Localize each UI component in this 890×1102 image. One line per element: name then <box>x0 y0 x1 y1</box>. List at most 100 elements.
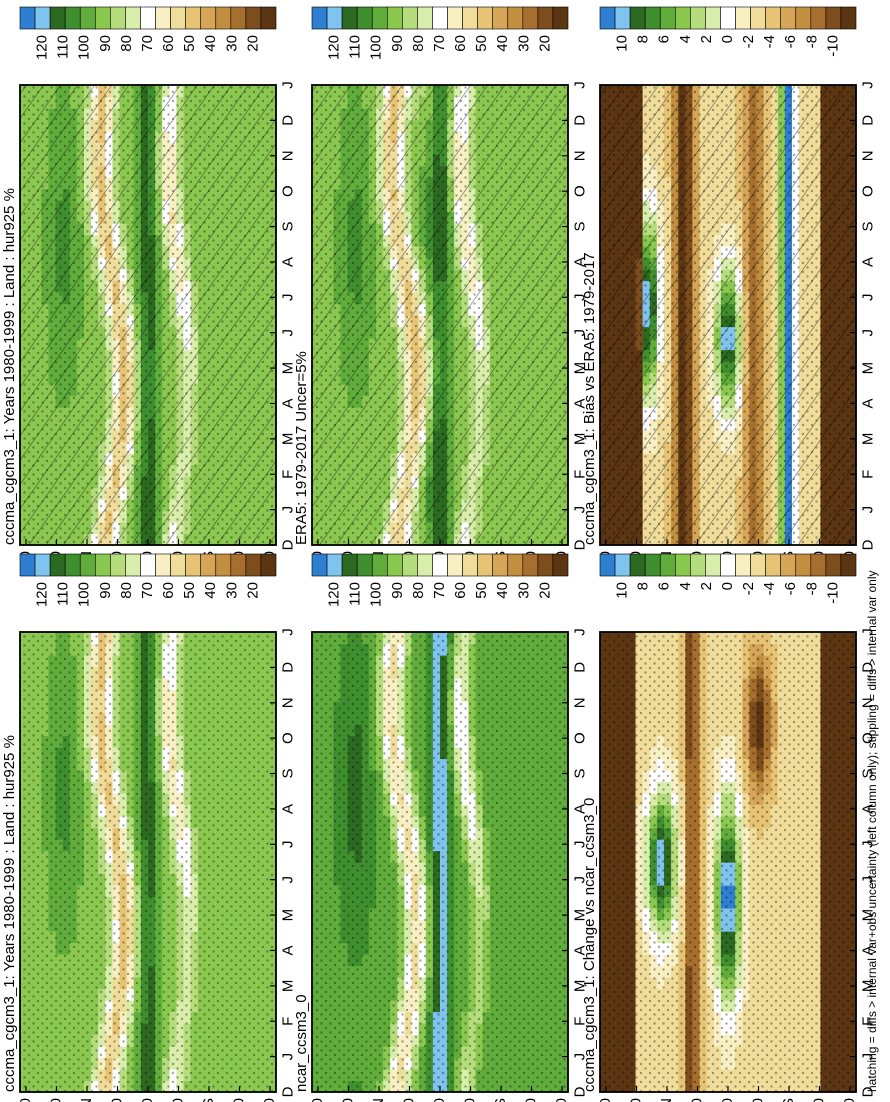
colorbar-label: 90 <box>389 35 406 52</box>
colorbar-label: 80 <box>410 35 427 52</box>
colorbar-swatch <box>200 553 217 577</box>
month-label: D <box>279 662 296 673</box>
colorbar-swatch <box>19 6 36 30</box>
colorbar-swatch <box>356 6 373 30</box>
colorbar-label: 50 <box>181 582 198 599</box>
month-label: A <box>279 257 296 267</box>
colorbar-swatch <box>185 553 202 577</box>
colorbar-swatch <box>64 553 81 577</box>
colorbar-swatch <box>170 6 186 30</box>
month-label: J <box>279 506 296 513</box>
colorbar-swatch <box>417 6 433 30</box>
figure-footnote: hatching = diffs > internal var+obs unce… <box>865 570 879 1092</box>
colorbar-swatch <box>245 6 262 30</box>
colorbar-swatch <box>552 6 569 30</box>
colorbar-label: 60 <box>160 35 177 52</box>
month-label: M <box>279 433 296 446</box>
colorbar-label: 110 <box>347 35 364 59</box>
lat-label: °N <box>78 1098 95 1102</box>
month-label: O <box>279 185 296 197</box>
colorbar-label: 110 <box>55 582 72 606</box>
colorbar: 120 110 100 90 80 70 60 50 40 30 20 <box>19 6 277 60</box>
colorbar: 120 110 100 90 80 70 60 50 40 30 20 <box>19 553 277 607</box>
colorbar-swatch <box>185 6 202 30</box>
colorbar-swatch <box>245 553 262 577</box>
colorbar-swatch <box>260 553 277 577</box>
month-label: A <box>279 398 296 408</box>
month-label: O <box>279 732 296 744</box>
lat-label: 20 <box>108 1098 125 1102</box>
month-label: N <box>279 150 296 161</box>
colorbar-swatch <box>537 6 554 30</box>
hatching-overlay <box>312 85 568 545</box>
colorbar-label: 20 <box>244 582 261 599</box>
colorbar-swatch <box>215 553 232 577</box>
hatching-overlay <box>20 85 276 545</box>
colorbar-label: 40 <box>202 35 219 52</box>
colorbar-label: 20 <box>536 35 553 52</box>
month-label: J <box>279 329 296 337</box>
colorbar-label: 110 <box>55 35 72 59</box>
month-label: N <box>279 697 296 708</box>
month-label: S <box>279 222 296 232</box>
colorbar-label: 40 <box>202 582 219 599</box>
colorbar-label: 40 <box>494 35 511 52</box>
colorbar-label: 100 <box>368 35 385 60</box>
colorbar-label: 60 <box>160 582 177 599</box>
colorbar-label: 120 <box>34 35 51 60</box>
colorbar-swatch <box>447 6 463 30</box>
month-label: N <box>571 150 588 161</box>
panel-title: cccma_cgcm3_1: Years 1980-1999 : Land : … <box>1 735 18 1092</box>
colorbar-swatch <box>34 6 51 30</box>
panel-middle-right: DJFMAMJJASONDJ8060°N20020°S6080ncar_ccsm… <box>293 553 588 1102</box>
month-label: J <box>279 841 296 849</box>
month-label: M <box>279 980 296 993</box>
month-label: M <box>279 362 296 375</box>
colorbar-label: 70 <box>139 35 156 52</box>
colorbar-label: 20 <box>244 35 261 52</box>
month-label: J <box>571 81 588 89</box>
colorbar-swatch <box>110 6 126 30</box>
panel-title: ERA5: 1979-2017 Uncer=5% <box>293 351 310 545</box>
colorbar-label: 50 <box>181 35 198 52</box>
colorbar-label: 90 <box>97 35 114 52</box>
colorbar-swatch <box>34 553 51 577</box>
lat-label: 80 <box>17 1098 34 1102</box>
lat-label: 60 <box>230 1098 247 1102</box>
colorbar-label: 30 <box>223 582 240 599</box>
colorbar-swatch <box>94 6 111 30</box>
colorbar-label: 80 <box>118 35 135 52</box>
colorbar-label: 30 <box>515 35 532 52</box>
colorbar-swatch <box>110 553 126 577</box>
lat-label: 20 <box>169 1098 186 1102</box>
colorbar-label: 60 <box>452 35 469 52</box>
colorbar-swatch <box>462 6 478 30</box>
colorbar-swatch <box>64 6 81 30</box>
colorbar-swatch <box>125 553 141 577</box>
colorbar: 120 110 100 90 80 70 60 50 40 30 20 <box>311 6 569 60</box>
colorbar-swatch <box>492 6 509 30</box>
colorbar-label: 120 <box>34 582 51 607</box>
lat-label: 0 <box>139 1098 156 1102</box>
colorbar-swatch <box>49 553 66 577</box>
colorbar-swatch <box>507 6 524 30</box>
colorbar-label: 120 <box>326 35 343 60</box>
colorbar-swatch <box>140 6 156 30</box>
month-label: M <box>279 909 296 922</box>
colorbar-swatch <box>19 553 36 577</box>
colorbar-swatch <box>125 6 141 30</box>
colorbar-swatch <box>215 6 232 30</box>
colorbar-swatch <box>311 6 328 30</box>
panel-top-left: DJFMAMJJASONDJ8060°N20020°S6080cccma_cgc… <box>1 6 296 568</box>
month-label: S <box>279 769 296 779</box>
month-label: J <box>279 81 296 89</box>
month-label: O <box>571 185 588 197</box>
panel-top-right: DJFMAMJJASONDJ8060°N20020°S6080cccma_cgc… <box>1 553 296 1102</box>
colorbar-swatch <box>49 6 66 30</box>
colorbar-label: 80 <box>118 582 135 599</box>
month-label: D <box>571 115 588 126</box>
colorbar-swatch <box>402 6 418 30</box>
month-label: J <box>279 628 296 636</box>
colorbar-swatch <box>155 553 171 577</box>
